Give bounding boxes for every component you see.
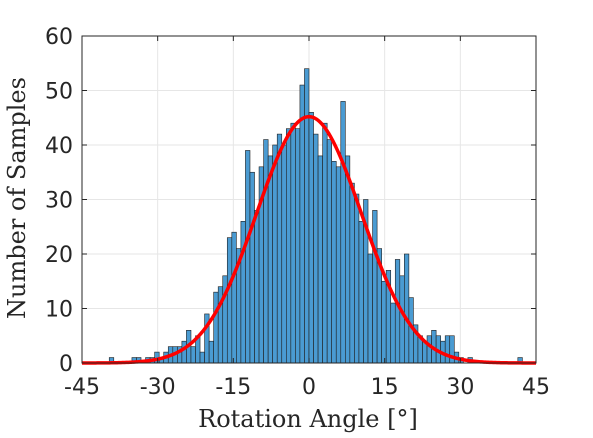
histogram-bar [263, 139, 269, 364]
histogram-bar [399, 275, 405, 364]
x-axis-label: Rotation Angle [°] [198, 405, 418, 433]
x-tick-label: -45 [64, 375, 100, 400]
histogram-bar [335, 166, 342, 364]
y-tick-label: 10 [45, 298, 73, 323]
histogram-bar [349, 182, 355, 364]
histogram-bar [181, 340, 187, 364]
x-tick-label: 15 [371, 375, 399, 400]
x-tick-label: 45 [522, 375, 550, 400]
histogram-bar [281, 144, 287, 364]
x-tick-label: 30 [446, 375, 474, 400]
histogram-bar [317, 155, 323, 364]
histogram-bar [299, 84, 305, 364]
x-tick-label: -15 [215, 375, 251, 400]
histogram-bar [381, 280, 387, 364]
histogram-bar [208, 340, 214, 364]
histogram-bar [304, 68, 310, 364]
y-tick-label: 20 [45, 243, 73, 268]
histogram-bar [308, 112, 314, 364]
histogram-bar [231, 231, 237, 364]
histogram-bar [345, 155, 351, 364]
histogram-bar [290, 122, 296, 364]
histogram-bar [190, 346, 196, 364]
histogram-bar [444, 335, 451, 364]
histogram-bar [295, 128, 301, 364]
y-tick-label: 40 [45, 134, 73, 159]
x-tick-label: -30 [140, 375, 176, 400]
histogram-bar [226, 237, 233, 364]
x-tick-labels: -45 -30 -15 0 15 30 45 [64, 375, 550, 400]
histogram-bar [276, 133, 283, 364]
histogram-bar [213, 291, 219, 364]
histogram-bar [367, 253, 373, 364]
histogram-bar [322, 122, 328, 364]
y-tick-label: 0 [59, 352, 73, 377]
histogram-bar [267, 155, 273, 364]
histogram-bar [326, 139, 333, 364]
histogram-bar [394, 259, 401, 364]
histogram-bar [249, 171, 255, 364]
histogram-bar [254, 210, 260, 364]
histogram-bar [331, 161, 337, 364]
y-axis-label: Number of Samples [3, 77, 31, 319]
histogram-bar [358, 221, 364, 364]
histogram-bar [404, 253, 410, 364]
histogram-bar [313, 133, 319, 364]
histogram-bar [372, 210, 378, 364]
histogram-bar [199, 351, 205, 364]
histogram-bar [272, 144, 278, 364]
histogram-bar [340, 101, 346, 364]
histogram-bar [390, 302, 396, 364]
y-tick-labels: 0 10 20 30 40 50 60 [45, 25, 73, 377]
axes-frame [81, 35, 537, 364]
histogram-bar [426, 335, 432, 364]
histogram-bar [245, 150, 251, 364]
x-tick-label: 0 [302, 375, 316, 400]
histogram-bar [354, 193, 360, 364]
histogram-bars [108, 68, 523, 364]
histogram-bar [285, 128, 292, 364]
y-tick-label: 50 [45, 80, 73, 105]
y-tick-label: 30 [45, 189, 73, 214]
y-tick-label: 60 [45, 25, 73, 50]
